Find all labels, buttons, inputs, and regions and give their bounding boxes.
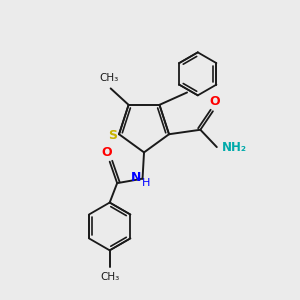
Text: O: O — [101, 146, 112, 159]
Text: H: H — [142, 178, 150, 188]
Text: O: O — [209, 95, 220, 108]
Text: CH₃: CH₃ — [100, 73, 119, 83]
Text: N: N — [131, 171, 141, 184]
Text: CH₃: CH₃ — [100, 272, 119, 282]
Text: S: S — [108, 129, 117, 142]
Text: NH₂: NH₂ — [222, 141, 247, 154]
